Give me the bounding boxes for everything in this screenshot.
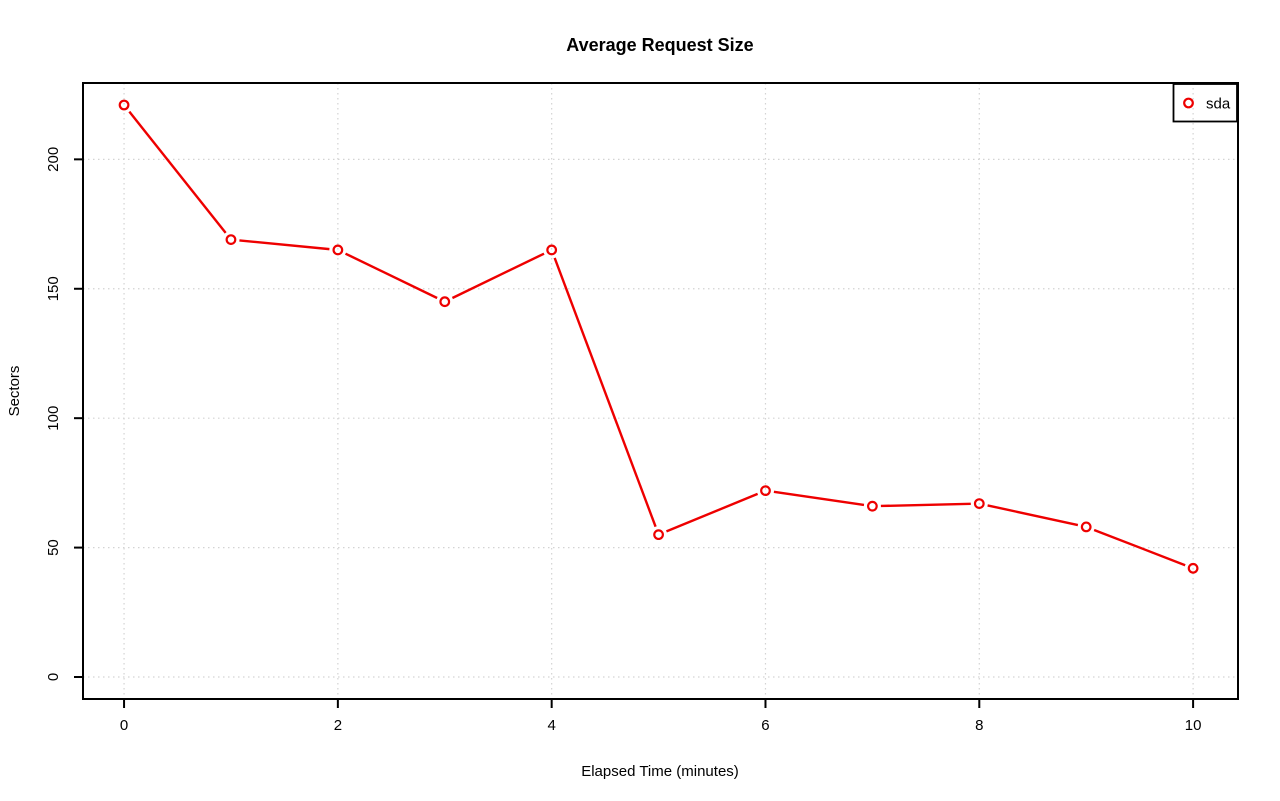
data-point bbox=[653, 529, 664, 541]
data-point bbox=[1187, 562, 1199, 574]
legend-box bbox=[1172, 83, 1238, 123]
chart-title: Average Request Size bbox=[566, 35, 753, 55]
data-point bbox=[760, 485, 771, 497]
data-series bbox=[118, 99, 1199, 574]
y-tick-label: 200 bbox=[45, 147, 62, 172]
plot-border bbox=[82, 82, 1239, 700]
x-tick-label: 4 bbox=[547, 717, 555, 734]
series-line-segment bbox=[987, 504, 1079, 527]
data-point bbox=[332, 244, 344, 256]
data-point bbox=[225, 234, 237, 245]
x-tick-label: 2 bbox=[334, 717, 342, 734]
x-tick-label: 6 bbox=[761, 717, 769, 734]
data-point bbox=[439, 296, 451, 308]
legend-series-marker-icon bbox=[1183, 97, 1194, 109]
legend-series-label: sda bbox=[1206, 96, 1231, 113]
series-line-segment bbox=[451, 252, 545, 300]
data-point bbox=[866, 500, 878, 512]
series-line-segment bbox=[773, 490, 865, 507]
series-line-segment bbox=[665, 492, 759, 533]
x-axis: 0 2 4 6 8 10 bbox=[120, 700, 1202, 734]
x-tick-label: 8 bbox=[975, 717, 983, 734]
series-line-segment bbox=[880, 502, 971, 508]
series-line-segment bbox=[239, 239, 330, 251]
data-point bbox=[973, 498, 985, 509]
y-tick-label: 100 bbox=[45, 406, 62, 431]
legend: sda bbox=[1172, 83, 1238, 123]
data-point bbox=[1080, 521, 1092, 533]
data-point bbox=[118, 99, 130, 111]
y-axis-label: Sectors bbox=[6, 366, 23, 417]
y-tick-label: 0 bbox=[45, 673, 62, 681]
x-axis-label: Elapsed Time (minutes) bbox=[581, 763, 739, 780]
y-tick-label: 150 bbox=[45, 276, 62, 301]
data-point bbox=[546, 244, 558, 256]
x-tick-label: 10 bbox=[1185, 717, 1202, 734]
gridlines bbox=[83, 83, 1238, 699]
series-line-segment bbox=[553, 257, 657, 528]
y-axis: 0 50 100 150 200 bbox=[45, 147, 82, 681]
series-line-segment bbox=[1093, 528, 1186, 567]
x-tick-label: 0 bbox=[120, 717, 128, 734]
series-line-segment bbox=[344, 252, 438, 300]
series-line-segment bbox=[128, 110, 227, 234]
y-tick-label: 50 bbox=[45, 539, 62, 556]
